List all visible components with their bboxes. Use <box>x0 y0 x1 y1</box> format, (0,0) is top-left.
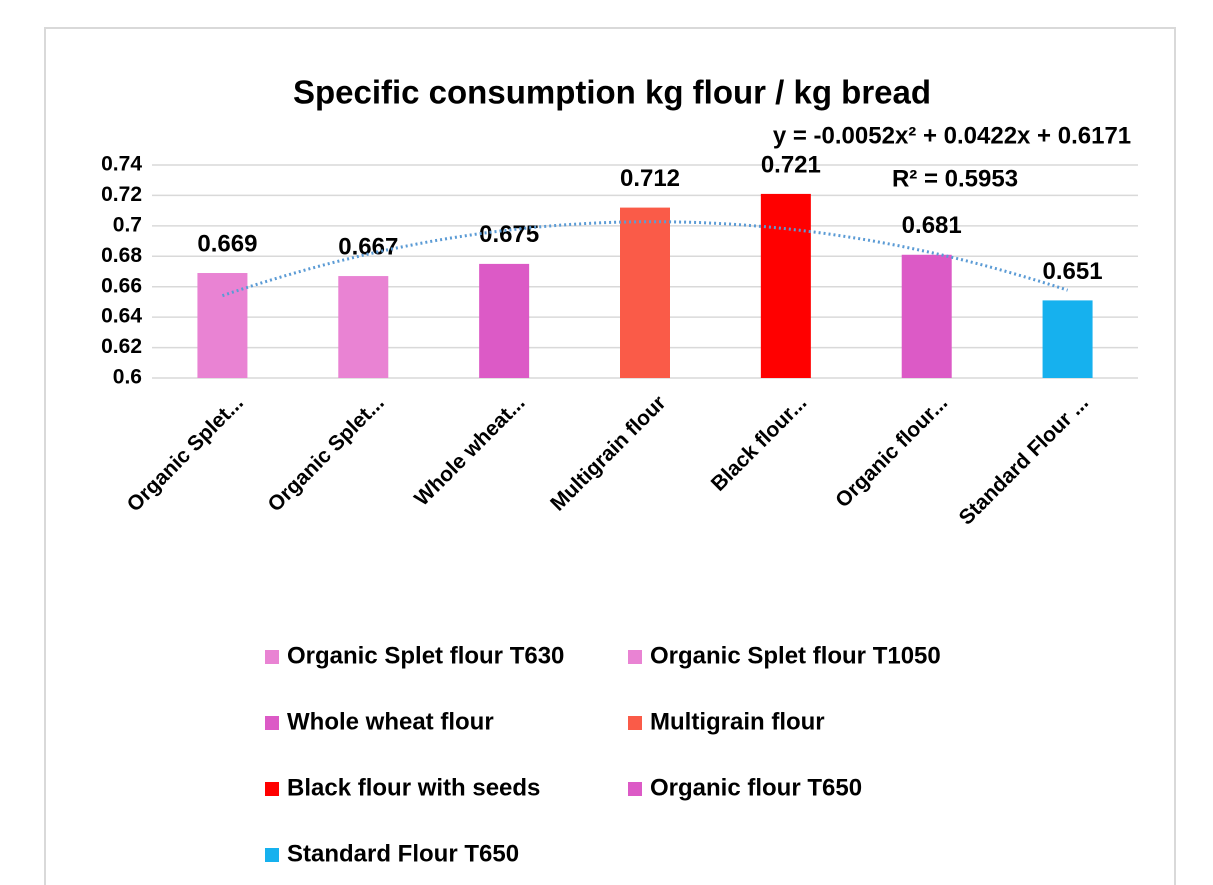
legend-swatch <box>628 650 642 664</box>
legend-label: Multigrain flour <box>650 708 825 735</box>
y-tick-label: 0.72 <box>101 183 142 206</box>
data-label: 0.712 <box>620 165 680 192</box>
trendline-r-squared: R² = 0.5953 <box>892 165 1018 192</box>
bar <box>1042 300 1093 378</box>
y-tick-label: 0.64 <box>101 305 142 328</box>
legend-swatch <box>265 782 279 796</box>
y-tick-label: 0.7 <box>113 213 142 236</box>
y-tick-label: 0.62 <box>101 335 142 358</box>
data-label: 0.669 <box>197 230 257 257</box>
data-label: 0.681 <box>902 212 962 239</box>
legend-label: Organic flour T650 <box>650 774 862 801</box>
bar <box>338 276 389 378</box>
data-label: 0.667 <box>338 233 398 260</box>
legend-label: Black flour with seeds <box>287 774 540 801</box>
y-tick-label: 0.68 <box>101 244 142 267</box>
bar <box>479 263 530 378</box>
legend-swatch <box>265 716 279 730</box>
legend-swatch <box>628 782 642 796</box>
bar <box>197 273 248 378</box>
trendline <box>221 220 1069 298</box>
legend-label: Standard Flour T650 <box>287 840 519 867</box>
data-label: 0.675 <box>479 221 539 248</box>
y-tick-label: 0.66 <box>101 274 142 297</box>
legend-swatch <box>265 848 279 862</box>
data-label: 0.721 <box>761 151 821 178</box>
data-label: 0.651 <box>1043 258 1103 285</box>
legend-label: Organic Splet flour T1050 <box>650 642 941 669</box>
legend-label: Whole wheat flour <box>287 708 494 735</box>
legend-swatch <box>628 716 642 730</box>
trendline-equation: y = -0.0052x² + 0.0422x + 0.6171 <box>773 122 1131 149</box>
chart-frame <box>44 27 1176 885</box>
bar <box>760 193 811 378</box>
bar <box>620 207 670 378</box>
chart-title: Specific consumption kg flour / kg bread <box>293 74 931 111</box>
y-tick-label: 0.6 <box>113 366 142 389</box>
legend-swatch <box>265 650 279 664</box>
y-tick-label: 0.74 <box>101 153 142 176</box>
bar <box>901 254 952 378</box>
legend-label: Organic Splet flour T630 <box>287 642 564 669</box>
